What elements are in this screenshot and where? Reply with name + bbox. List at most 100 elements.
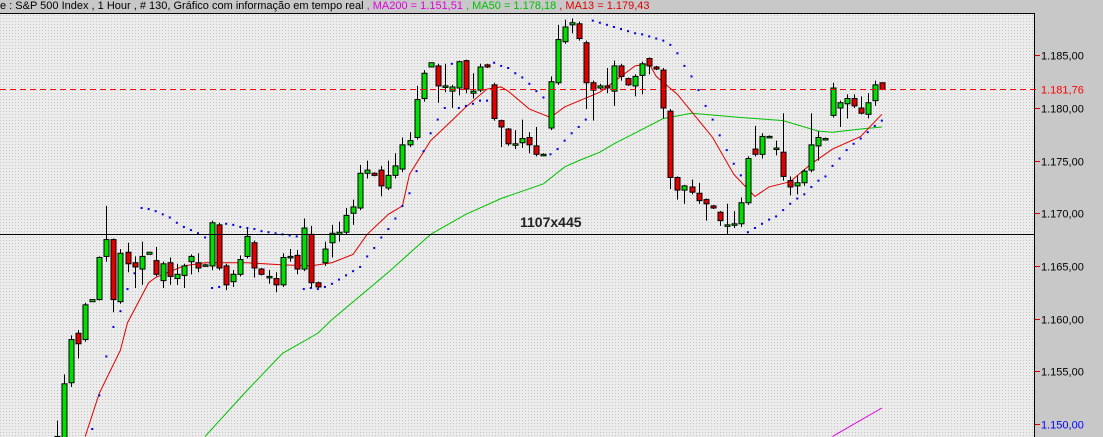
- candle: [801, 169, 808, 186]
- ma50-legend: , MA50 = 1.178,18: [462, 0, 557, 12]
- candle-body: [787, 180, 794, 188]
- candle: [519, 119, 526, 148]
- sar-dot: [563, 139, 566, 142]
- candle: [808, 113, 815, 173]
- candle: [851, 94, 858, 108]
- candle: [428, 62, 435, 68]
- candle-body: [428, 62, 435, 68]
- candle: [787, 176, 794, 196]
- sar-dot: [133, 272, 136, 275]
- sar-dot: [598, 21, 601, 24]
- candle-body: [548, 81, 555, 129]
- sar-dot: [838, 157, 841, 160]
- sar-dot: [387, 228, 390, 231]
- sar-dot: [690, 75, 693, 78]
- candle-body: [752, 148, 759, 155]
- candle: [872, 80, 879, 106]
- sar-dot: [761, 222, 763, 225]
- candle-body: [82, 304, 89, 341]
- sar-dot: [768, 218, 771, 221]
- candle-body: [710, 205, 717, 209]
- candle: [562, 19, 569, 44]
- sar-dot: [662, 39, 665, 42]
- sar-dot: [634, 32, 637, 35]
- candle: [533, 126, 540, 157]
- candle-body: [421, 72, 428, 100]
- candle: [181, 263, 188, 288]
- sar-dot: [620, 28, 622, 31]
- candle-body: [477, 66, 484, 91]
- plot-area[interactable]: [0, 13, 1034, 437]
- candle-body: [576, 23, 583, 40]
- overlay-size-text: 1107x445: [520, 214, 582, 230]
- sar-dot: [648, 35, 651, 38]
- candle: [195, 253, 202, 273]
- sar-dot: [782, 209, 785, 212]
- sar-dot: [880, 119, 883, 122]
- candle: [696, 182, 703, 204]
- candle: [251, 240, 258, 278]
- candle-body: [703, 199, 710, 205]
- sar-dot: [852, 142, 855, 145]
- sar-dot: [591, 19, 594, 22]
- sar-dot: [330, 282, 333, 285]
- candle: [392, 153, 399, 179]
- candle: [590, 80, 597, 121]
- candle-body: [463, 60, 470, 90]
- candle: [569, 18, 576, 34]
- candle-body: [667, 110, 674, 178]
- candle-body: [456, 61, 463, 89]
- candle: [674, 176, 681, 200]
- sar-dot: [204, 236, 207, 239]
- sar-dot: [584, 118, 587, 121]
- sar-dot: [810, 185, 813, 188]
- sar-dot: [457, 107, 460, 109]
- sar-dot: [775, 215, 778, 218]
- candle-body: [470, 90, 477, 94]
- candle-body: [653, 66, 660, 70]
- candle-body: [815, 136, 822, 147]
- sar-dot: [316, 288, 319, 291]
- candle: [139, 241, 146, 285]
- candle-body: [773, 147, 780, 150]
- candle-body: [371, 172, 378, 176]
- chart-title-bar: e : S&P 500 Index , 1 Hour , # 130, Gráf…: [0, 0, 1103, 13]
- sar-dot: [605, 23, 608, 26]
- sar-dot: [182, 225, 185, 228]
- candle: [724, 203, 731, 235]
- candle-body: [540, 153, 547, 157]
- candle-body: [569, 22, 576, 26]
- sar-dot: [408, 192, 411, 195]
- candle: [625, 77, 632, 86]
- candle-body: [639, 63, 646, 76]
- candle: [689, 179, 696, 195]
- candle: [498, 119, 505, 147]
- candle-body: [385, 174, 392, 189]
- sar-dot: [711, 118, 714, 121]
- candle-body: [851, 98, 858, 107]
- sar-dot: [577, 125, 580, 128]
- sar-dot: [676, 52, 679, 55]
- candle: [223, 263, 230, 291]
- candle-body: [399, 144, 406, 170]
- sar-dot: [486, 99, 489, 102]
- candle: [526, 132, 533, 154]
- sar-dot: [521, 76, 524, 79]
- candle: [632, 74, 639, 97]
- candle: [738, 197, 745, 227]
- sar-dot: [154, 210, 157, 213]
- sar-dot: [500, 64, 503, 67]
- candle: [766, 135, 773, 139]
- candle-body: [689, 186, 696, 193]
- candle: [597, 83, 604, 90]
- candle: [407, 132, 414, 147]
- candle-body: [801, 170, 808, 184]
- chart-title: e : S&P 500 Index , 1 Hour , # 130, Gráf…: [0, 0, 364, 12]
- price-lines: 1.181,76: [0, 85, 1084, 235]
- candle: [477, 63, 484, 93]
- candle: [576, 21, 583, 41]
- candle-body: [738, 202, 745, 225]
- sar-dot: [302, 288, 305, 291]
- candle: [89, 299, 96, 303]
- candle-body: [597, 85, 604, 89]
